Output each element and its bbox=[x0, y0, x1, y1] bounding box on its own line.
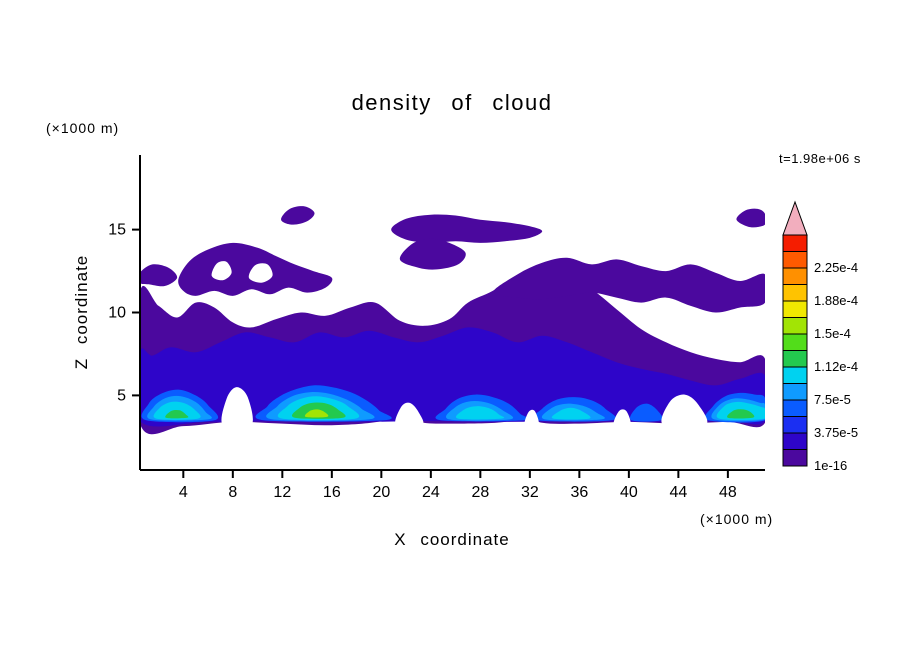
x-tick-label: 16 bbox=[323, 484, 341, 501]
x-axis-label: X coordinate bbox=[394, 530, 510, 549]
colorbar-overflow-arrow bbox=[782, 200, 808, 236]
x-tick-label: 44 bbox=[669, 484, 687, 501]
contour-region-white-gap-4 bbox=[613, 409, 631, 427]
contour-region-green-core-1 bbox=[165, 410, 189, 419]
y-tick-label: 15 bbox=[108, 222, 126, 239]
y-axis-units: (×1000 m) bbox=[46, 120, 120, 136]
contour-region-left-edge-blob bbox=[140, 264, 178, 287]
colorbar-label: 3.75e-5 bbox=[814, 425, 858, 440]
contour-regions bbox=[140, 206, 765, 435]
contour-region-white-gap-5 bbox=[661, 394, 708, 428]
contour-region-top-middle-band bbox=[391, 214, 543, 243]
contour-region-yellowgreen-core-2 bbox=[304, 409, 329, 418]
colorbar-segment bbox=[782, 300, 808, 318]
colorbar-label: 1.88e-4 bbox=[814, 293, 858, 308]
colorbar-segment bbox=[782, 333, 808, 351]
colorbar-segment bbox=[782, 416, 808, 434]
x-tick-label: 32 bbox=[521, 484, 539, 501]
x-tick-label: 28 bbox=[471, 484, 489, 501]
colorbar-segment bbox=[782, 399, 808, 417]
contour-region-top-right-blob bbox=[736, 208, 765, 228]
x-tick-label: 36 bbox=[570, 484, 588, 501]
x-axis-units: (×1000 m) bbox=[700, 511, 774, 527]
x-tick-label: 4 bbox=[179, 484, 188, 501]
contour-region-white-gap-1 bbox=[221, 387, 253, 429]
colorbar-segment bbox=[782, 284, 808, 302]
colorbar-segment bbox=[782, 449, 808, 467]
contour-region-cyan-core-3 bbox=[456, 406, 505, 420]
colorbar-label: 2.25e-4 bbox=[814, 260, 858, 275]
colorbar-segment bbox=[782, 350, 808, 368]
contour-region-cyan-core-4 bbox=[551, 407, 591, 420]
colorbar-segment bbox=[782, 317, 808, 335]
x-tick-label: 20 bbox=[372, 484, 390, 501]
contour-region-white-gap-2 bbox=[395, 402, 424, 428]
colorbar: 1e-16 3.75e-5 7.5e-5 1.12e-4 1.5e-4 1.88e-4 2.… bbox=[782, 200, 858, 473]
contour-region-blue-arc-5 bbox=[629, 403, 663, 422]
colorbar-label: 1e-16 bbox=[814, 458, 847, 473]
y-axis-label: Z coordinate bbox=[72, 254, 91, 370]
x-tick-label: 8 bbox=[228, 484, 237, 501]
colorbar-segment bbox=[782, 383, 808, 401]
chart-title: density of cloud bbox=[351, 90, 553, 115]
contour-region-white-hole-2 bbox=[248, 263, 273, 283]
contour-region-mid-blob bbox=[399, 238, 466, 270]
y-tick-label: 10 bbox=[108, 305, 126, 322]
colorbar-label: 1.12e-4 bbox=[814, 359, 858, 374]
x-tick-label: 40 bbox=[620, 484, 638, 501]
x-tick-label: 24 bbox=[422, 484, 440, 501]
colorbar-segment bbox=[782, 234, 808, 252]
contour-region-upper-right-band bbox=[492, 257, 765, 313]
colorbar-segment bbox=[782, 432, 808, 450]
colorbar-segment bbox=[782, 366, 808, 384]
contour-region-small-blob-upper-left bbox=[281, 206, 315, 225]
time-annotation: t=1.98e+06 s bbox=[779, 151, 861, 166]
contour-region-green-core-6 bbox=[727, 409, 755, 419]
contour-region-white-gap-3 bbox=[524, 409, 539, 427]
x-tick-label: 12 bbox=[273, 484, 291, 501]
colorbar-segment bbox=[782, 267, 808, 285]
colorbar-segment bbox=[782, 251, 808, 269]
colorbar-label: 7.5e-5 bbox=[814, 392, 851, 407]
contour-region-white-hole-1 bbox=[211, 261, 232, 281]
y-tick-label: 5 bbox=[117, 387, 126, 404]
x-tick-label: 48 bbox=[719, 484, 737, 501]
colorbar-label: 1.5e-4 bbox=[814, 326, 851, 341]
